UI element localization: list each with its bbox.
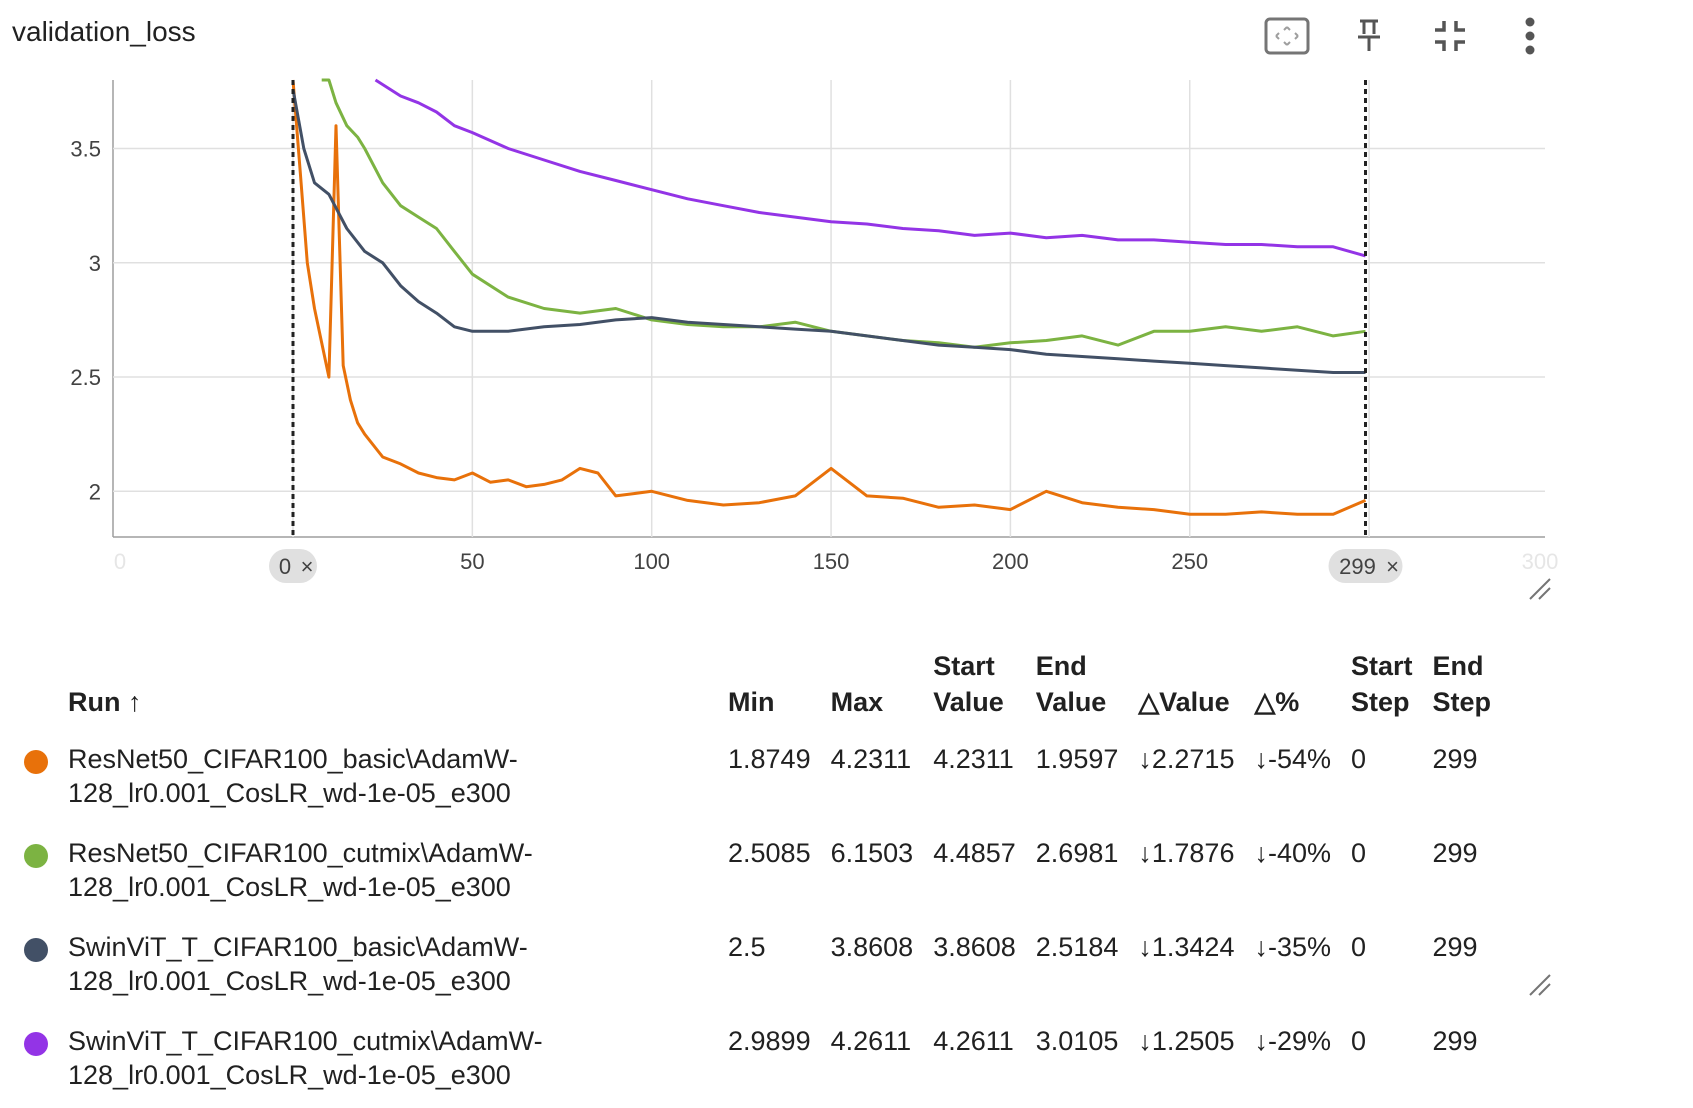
range-chip-label: 299 xyxy=(1339,554,1376,579)
more-options-button[interactable] xyxy=(1504,12,1556,60)
range-chip-label: 0 xyxy=(279,554,291,579)
y-tick-label: 2.5 xyxy=(70,365,101,390)
range-chip[interactable] xyxy=(269,549,317,583)
line-chart[interactable]: 2 2.5 3 3.5 0 50 100 150 200 250 300 0 × 299 × xyxy=(0,70,1693,660)
cell-start-value: 4.4857 xyxy=(933,838,1016,868)
table-row: ResNet50_CIFAR100_basic\AdamW-128_lr0.00… xyxy=(14,732,1501,826)
fit-domain-icon xyxy=(1264,17,1310,55)
run-name: SwinViT_T_CIFAR100_cutmix\AdamW-128_lr0.… xyxy=(68,1026,543,1090)
table-header-row: Run ↑ Min Max Start Value End Value △Value… xyxy=(14,648,1501,732)
column-delta-value[interactable]: △Value xyxy=(1138,687,1230,717)
run-color-dot[interactable] xyxy=(24,938,48,962)
cell-start-step: 0 xyxy=(1351,1026,1367,1056)
cell-start-value: 4.2611 xyxy=(933,1026,1014,1056)
cell-max: 6.1503 xyxy=(830,838,914,868)
x-tick-label: 250 xyxy=(1171,549,1208,574)
cell-start-step: 0 xyxy=(1351,744,1367,774)
more-vert-icon xyxy=(1525,17,1535,55)
cell-max: 4.2311 xyxy=(830,744,912,774)
pin-button[interactable] xyxy=(1343,12,1395,60)
cell-end-value: 1.9597 xyxy=(1035,744,1119,774)
cell-dpct: ↓-35% xyxy=(1254,932,1331,962)
column-run[interactable]: Run ↑ xyxy=(68,687,142,717)
cell-start-value: 4.2311 xyxy=(933,744,1014,774)
column-start-value[interactable]: Start Value xyxy=(933,651,1004,717)
run-name: ResNet50_CIFAR100_basic\AdamW-128_lr0.00… xyxy=(68,744,518,808)
table-row: SwinViT_T_CIFAR100_basic\AdamW-128_lr0.0… xyxy=(14,920,1501,1014)
cell-end-step: 299 xyxy=(1432,744,1478,774)
cell-max: 3.8608 xyxy=(830,932,914,962)
cell-max: 4.2611 xyxy=(830,1026,912,1056)
card-header: validation_loss xyxy=(0,0,1693,70)
cell-min: 2.9899 xyxy=(728,1026,811,1056)
cell-dvalue: ↓1.2505 xyxy=(1138,1026,1235,1056)
x-tick-label-faded: 0 xyxy=(114,549,126,574)
column-delta-percent[interactable]: △% xyxy=(1254,687,1300,717)
cell-end-step: 299 xyxy=(1432,1026,1478,1056)
cell-start-step: 0 xyxy=(1351,838,1367,868)
table-row: SwinViT_T_CIFAR100_cutmix\AdamW-128_lr0.… xyxy=(14,1014,1501,1108)
sort-arrow-icon: ↑ xyxy=(128,687,142,717)
range-chip[interactable] xyxy=(1328,549,1403,583)
cell-dvalue: ↓2.2715 xyxy=(1138,744,1235,774)
cell-dpct: ↓-29% xyxy=(1254,1026,1331,1056)
range-chip-close-icon[interactable]: × xyxy=(301,554,314,579)
y-tick-label: 2 xyxy=(89,479,101,504)
y-tick-label: 3 xyxy=(89,251,101,276)
range-chip-close-icon[interactable]: × xyxy=(1386,554,1399,579)
x-tick-label: 100 xyxy=(633,549,670,574)
x-tick-label-faded: 300 xyxy=(1522,549,1559,574)
series-line-2 xyxy=(321,78,1366,349)
cell-end-value: 2.6981 xyxy=(1035,838,1119,868)
run-color-dot[interactable] xyxy=(24,1032,48,1056)
cell-dpct: ↓-40% xyxy=(1254,838,1331,868)
column-end-value[interactable]: End Value xyxy=(1035,651,1107,717)
cell-end-value: 2.5184 xyxy=(1035,932,1119,962)
column-min[interactable]: Min xyxy=(728,687,775,717)
cell-start-value: 3.8608 xyxy=(933,932,1016,962)
x-tick-label: 200 xyxy=(992,549,1029,574)
series-line-1 xyxy=(291,79,1367,516)
run-color-dot[interactable] xyxy=(24,844,48,868)
x-tick-label: 150 xyxy=(813,549,850,574)
chart-title: validation_loss xyxy=(12,16,196,47)
column-max[interactable]: Max xyxy=(830,687,884,717)
run-name: SwinViT_T_CIFAR100_basic\AdamW-128_lr0.0… xyxy=(68,932,528,996)
series-line-3 xyxy=(291,88,1366,374)
cell-end-value: 3.0105 xyxy=(1035,1026,1119,1056)
x-tick-label: 50 xyxy=(460,549,484,574)
cell-min: 1.8749 xyxy=(728,744,811,774)
column-start-step[interactable]: Start Step xyxy=(1351,651,1413,717)
pin-icon xyxy=(1358,19,1380,51)
table-resize-handle-icon[interactable] xyxy=(1527,972,1553,998)
y-tick-label: 3.5 xyxy=(70,137,101,162)
resize-handle-icon[interactable] xyxy=(1527,576,1553,602)
cell-min: 2.5085 xyxy=(728,838,811,868)
collapse-icon xyxy=(1435,21,1465,51)
run-name: ResNet50_CIFAR100_cutmix\AdamW-128_lr0.0… xyxy=(68,838,533,902)
cell-end-step: 299 xyxy=(1432,838,1478,868)
runs-table: Run ↑ Min Max Start Value End Value △Value… xyxy=(14,648,1501,1108)
collapse-button[interactable] xyxy=(1424,12,1476,60)
series-line-4 xyxy=(374,78,1366,258)
cell-min: 2.5 xyxy=(728,932,766,962)
cell-dvalue: ↓1.3424 xyxy=(1138,932,1235,962)
cell-dpct: ↓-54% xyxy=(1254,744,1331,774)
cell-dvalue: ↓1.7876 xyxy=(1138,838,1235,868)
cell-end-step: 299 xyxy=(1432,932,1478,962)
cell-start-step: 0 xyxy=(1351,932,1367,962)
column-end-step[interactable]: End Step xyxy=(1432,651,1492,717)
table-row: ResNet50_CIFAR100_cutmix\AdamW-128_lr0.0… xyxy=(14,826,1501,920)
fit-domain-button[interactable] xyxy=(1261,12,1313,60)
run-color-dot[interactable] xyxy=(24,750,48,774)
